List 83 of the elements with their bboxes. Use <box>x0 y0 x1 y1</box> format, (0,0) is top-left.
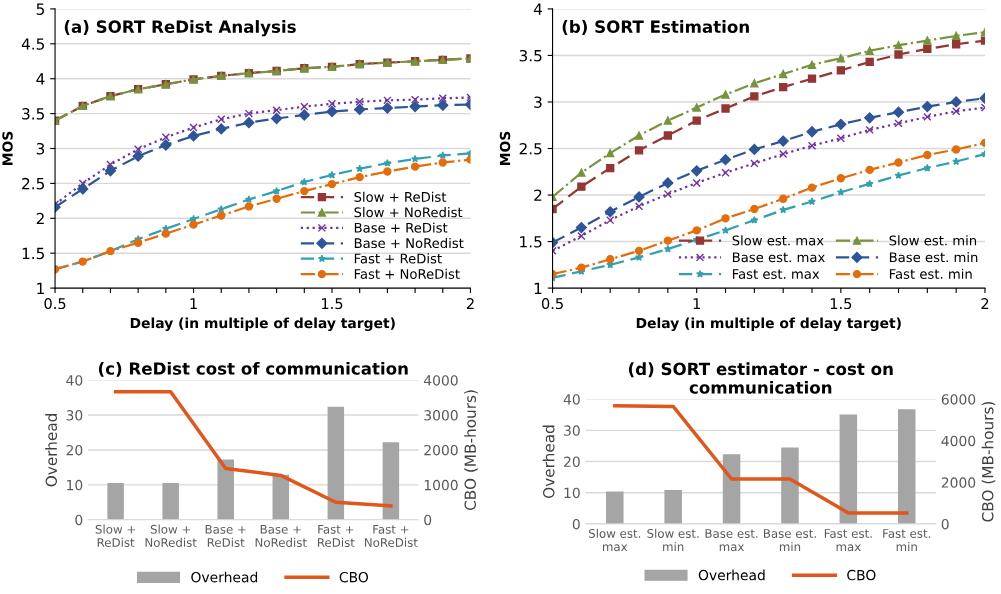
x-tick-label: Slow est. max <box>588 528 641 552</box>
y-tick-label: 2 <box>534 189 542 201</box>
x-tick-label: Slow + NoRedist <box>145 524 197 547</box>
y-axis-title: Overhead <box>45 414 58 487</box>
y2-tick-label: 3000 <box>424 410 458 421</box>
x-tick-label: 0.5 <box>44 298 66 310</box>
y-tick-label: 2.5 <box>519 142 542 155</box>
x-tick-label: 2 <box>981 298 989 309</box>
legend-label: Slow + ReDist <box>354 191 447 202</box>
x-axis-title: Delay (in multiple of delay target) <box>636 317 901 332</box>
x-tick-label: Fast est. min <box>883 529 931 551</box>
x-tick-label: 1.5 <box>322 298 343 310</box>
y-axis-title: MOS <box>2 131 13 166</box>
legend-label: Overhead <box>191 571 258 583</box>
y-tick-label: 4 <box>533 3 542 15</box>
x-tick-label: 2 <box>466 298 474 309</box>
chart-title: (c) ReDist cost of communication <box>98 361 408 377</box>
y-tick-label: 40 <box>66 375 83 386</box>
y2-tick-label: 2000 <box>941 477 976 488</box>
legend-label: Fast est. max <box>732 269 820 279</box>
y-tick-label: 1 <box>37 282 44 294</box>
legend-label: Slow est. max <box>732 235 824 246</box>
x-tick-label: Base est. min <box>763 529 816 551</box>
text: (b) SORT Estimation <box>562 20 749 35</box>
legend-label: Overhead <box>698 569 765 581</box>
legend-label: Base est. max <box>732 252 825 263</box>
y2-tick-label: 0 <box>424 514 432 526</box>
legend-label: Base + NoRedist <box>354 237 464 249</box>
y-tick-label: 3 <box>36 142 45 155</box>
y-tick-label: 10 <box>67 479 83 491</box>
y-tick-label: 4.5 <box>21 38 44 50</box>
y-tick-label: 1.5 <box>22 247 44 260</box>
x-tick-label: 1 <box>190 298 197 309</box>
legend-label: Base est. min <box>889 251 978 263</box>
x-tick-label: Fast est. max <box>824 529 872 552</box>
y-axis-title: Overhead <box>542 425 555 498</box>
y-tick-label: 20 <box>564 456 580 468</box>
y-tick-label: 4 <box>36 73 45 85</box>
x-tick-label: Base est. max <box>705 529 758 552</box>
y-axis-title: MOS <box>499 131 511 166</box>
x-tick-label: Fast + ReDist <box>317 524 355 547</box>
x-tick-label: Slow est. min <box>647 528 699 551</box>
legend-label: Slow + NoRedist <box>354 207 463 218</box>
y-tick-label: 0 <box>75 514 83 526</box>
chart-title: (d) SORT estimator - cost on communication <box>628 362 893 394</box>
x-tick-label: 1.5 <box>830 298 852 310</box>
y2-tick-label: 4000 <box>941 435 976 447</box>
legend-label: Fast + ReDist <box>354 253 442 264</box>
y-tick-label: 0 <box>572 518 580 530</box>
y-tick-label: 1.5 <box>520 236 542 248</box>
y-tick-label: 30 <box>66 410 83 421</box>
y-tick-label: 3.5 <box>22 108 44 120</box>
y-tick-label: 3.5 <box>519 49 542 62</box>
legend-label: Slow est. min <box>889 235 977 246</box>
legend-label: Fast est. min <box>889 268 972 279</box>
y-tick-label: 2.5 <box>22 177 44 190</box>
x-tick-label: 1 <box>693 298 700 309</box>
x-tick-label: Base + ReDist <box>205 524 246 547</box>
y2-tick-label: 6000 <box>941 394 976 405</box>
legend-label: CBO <box>339 571 369 583</box>
y-tick-label: 30 <box>564 425 580 436</box>
y2-tick-label: 4000 <box>423 375 458 386</box>
legend-label: Base + ReDist <box>354 222 448 233</box>
x-tick-label: Slow + ReDist <box>95 524 136 547</box>
legend-label: CBO <box>847 569 876 581</box>
y2-tick-label: 0 <box>941 518 949 530</box>
y2-tick-label: 1000 <box>424 479 458 491</box>
y2-axis-title: CBO (MB-hours) <box>981 401 996 522</box>
text: (a) SORT ReDist Analysis <box>64 20 296 37</box>
y-tick-label: 5 <box>36 3 44 15</box>
x-tick-label: Fast + NoReDist <box>364 524 418 547</box>
x-axis-title: Delay (in multiple of delay target) <box>130 317 395 332</box>
y-tick-label: 10 <box>564 487 580 499</box>
y-tick-label: 1 <box>534 282 542 294</box>
y-tick-label: 3 <box>534 96 542 108</box>
y2-tick-label: 2000 <box>424 444 458 456</box>
y-tick-label: 2 <box>36 212 44 225</box>
x-tick-label: 0.5 <box>541 298 563 310</box>
y2-axis-title: CBO (MB-hours) <box>464 390 478 511</box>
x-tick-label: Base + NoRedist <box>255 524 307 547</box>
y-tick-label: 40 <box>563 394 580 405</box>
y-tick-label: 20 <box>66 444 83 456</box>
legend-label: Fast + NoReDist <box>354 268 460 279</box>
